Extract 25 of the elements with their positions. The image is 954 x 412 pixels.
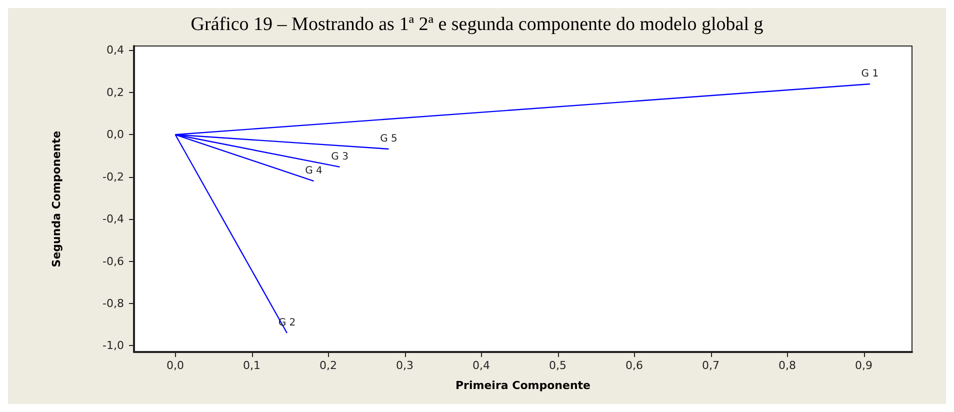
x-tick-label: 0,1 [243,359,261,372]
x-axis-title: Primeira Componente [456,379,590,392]
y-tick-label: 0,0 [106,128,124,142]
y-tick-label: -0,2 [102,170,124,184]
x-tick-label: 0,2 [320,359,338,372]
series-label: G 1 [861,68,879,80]
x-tick-label: 0,9 [855,359,873,372]
y-tick-label: -0,6 [102,254,124,268]
x-tick-label: 0,3 [396,359,414,372]
x-tick-label: 0,6 [626,359,644,372]
series-label: G 4 [305,166,322,177]
x-tick-label: 0,0 [166,359,184,372]
y-tick-label: 0,4 [106,44,124,57]
x-tick-label: 0,7 [702,359,720,372]
y-tick-label: -0,8 [102,296,124,310]
y-tick-label: 0,2 [106,86,124,99]
y-tick-label: -1,0 [102,339,124,352]
y-tick-label: -0,4 [102,212,124,226]
series-label: G 5 [380,133,398,144]
x-tick-label: 0,4 [472,359,490,372]
x-tick-label: 0,5 [549,359,567,372]
chart-title: Gráfico 19 – Mostrando as 1ª 2ª e segunda componente do modelo global g [190,14,764,35]
y-axis-title: Segunda Componente [50,130,63,268]
series-label: G 3 [331,151,348,162]
x-tick-label: 0,8 [778,359,796,372]
